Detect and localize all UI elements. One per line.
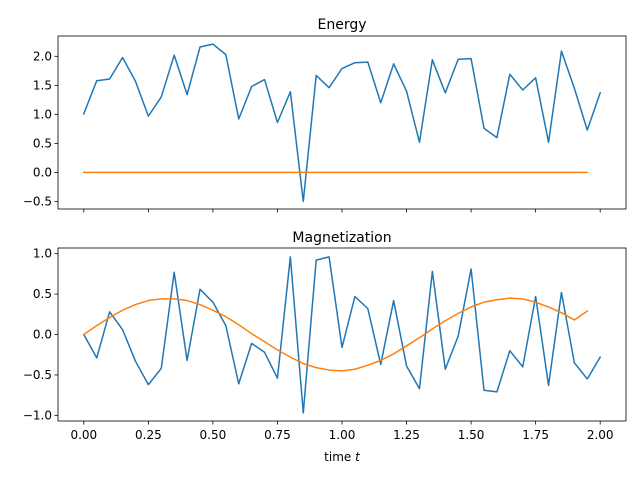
energy-axes-frame (57, 35, 627, 210)
magnetization-ytick-label: 1.0 (33, 247, 52, 261)
magnetization-series-1-line (82, 256, 602, 414)
magnetization-x-ticks: 0.00 0.25 0.50 0.75 1.00 1.25 1.50 1.75 2.00 (70, 421, 614, 442)
magnetization-xtick-label: 0.00 (70, 428, 97, 442)
magnetization-xtick-label: 1.75 (522, 428, 549, 442)
energy-title: Energy (317, 17, 366, 33)
energy-ytick-label: −0.5 (23, 194, 52, 208)
magnetization-axes: Magnetization −1.0 −0.5 0.0 0.5 1.0 0.00 0.25… (23, 230, 627, 464)
energy-ytick-label: 0.5 (33, 136, 52, 150)
magnetization-xtick-label: 0.50 (200, 428, 227, 442)
energy-ytick-label: 1.5 (33, 78, 52, 92)
magnetization-ytick-label: 0.5 (33, 287, 52, 301)
magnetization-title: Magnetization (292, 230, 391, 246)
magnetization-x-axis-label: time t (324, 450, 361, 464)
magnetization-ytick-label: 0.0 (33, 328, 52, 342)
magnetization-series-layer (82, 256, 602, 414)
magnetization-xtick-label: 0.25 (135, 428, 162, 442)
energy-ytick-label: 0.0 (33, 165, 52, 179)
magnetization-ytick-label: −1.0 (23, 408, 52, 422)
energy-x-ticks (83, 209, 601, 213)
energy-plot-area (58, 36, 626, 209)
magnetization-ytick-label: −0.5 (23, 368, 52, 382)
energy-ytick-label: 2.0 (33, 49, 52, 63)
magnetization-xtick-label: 0.75 (264, 428, 291, 442)
magnetization-series-2-line (82, 297, 589, 372)
magnetization-xtick-label: 1.25 (393, 428, 420, 442)
energy-axes: Energy −0.5 0.0 0.5 1.0 1.5 2.0 (23, 17, 627, 213)
magnetization-xtick-label: 1.00 (329, 428, 356, 442)
energy-ytick-label: 1.0 (33, 107, 52, 121)
magnetization-xtick-label: 1.50 (458, 428, 485, 442)
magnetization-y-ticks: −1.0 −0.5 0.0 0.5 1.0 (23, 247, 58, 422)
energy-series-layer (82, 43, 602, 203)
energy-y-ticks: −0.5 0.0 0.5 1.0 1.5 2.0 (23, 49, 58, 208)
energy-series-1-line (82, 43, 602, 203)
magnetization-plot-area (58, 248, 626, 421)
magnetization-xtick-label: 2.00 (587, 428, 614, 442)
magnetization-axes-frame (57, 247, 627, 422)
